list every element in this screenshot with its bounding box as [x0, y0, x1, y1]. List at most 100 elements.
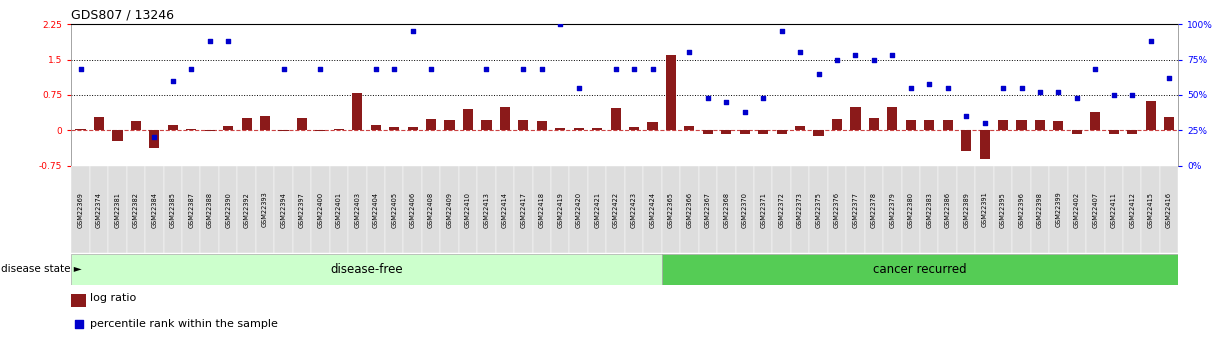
Bar: [772, 167, 791, 253]
Bar: [647, 122, 658, 130]
Bar: [868, 118, 879, 130]
Bar: [1086, 167, 1105, 253]
Text: GSM22373: GSM22373: [797, 192, 803, 227]
Point: [1031, 89, 1050, 95]
Bar: [865, 167, 883, 253]
Text: GSM22393: GSM22393: [262, 192, 268, 227]
Bar: [643, 167, 662, 253]
Bar: [407, 127, 418, 130]
Bar: [370, 125, 381, 130]
Point: [108, 0, 128, 6]
Text: GSM22421: GSM22421: [594, 191, 600, 228]
Bar: [440, 167, 459, 253]
Bar: [385, 167, 403, 253]
Bar: [850, 107, 861, 130]
Point: [127, 10, 146, 16]
Point: [71, 67, 91, 72]
Bar: [610, 108, 621, 130]
Text: GSM22384: GSM22384: [151, 191, 157, 228]
Bar: [924, 120, 935, 130]
Bar: [957, 167, 975, 253]
Bar: [1031, 167, 1049, 253]
Bar: [680, 167, 699, 253]
Bar: [145, 167, 164, 253]
Bar: [975, 167, 994, 253]
Bar: [551, 167, 569, 253]
Bar: [182, 167, 200, 253]
Bar: [496, 167, 514, 253]
Text: GSM22380: GSM22380: [908, 191, 914, 228]
Text: percentile rank within the sample: percentile rank within the sample: [90, 319, 278, 329]
Bar: [274, 167, 293, 253]
Text: GSM22376: GSM22376: [834, 191, 840, 228]
Point: [754, 95, 774, 100]
Text: GSM22386: GSM22386: [945, 191, 951, 228]
Text: GSM22413: GSM22413: [483, 192, 490, 227]
Bar: [367, 167, 385, 253]
Text: GSM22406: GSM22406: [410, 191, 416, 228]
Point: [421, 67, 442, 72]
Bar: [499, 107, 510, 130]
Text: GSM22407: GSM22407: [1092, 191, 1098, 228]
Bar: [1164, 117, 1175, 130]
Bar: [776, 130, 787, 134]
Bar: [791, 167, 809, 253]
Text: GSM22424: GSM22424: [649, 191, 656, 228]
Bar: [237, 167, 256, 253]
Bar: [739, 130, 750, 134]
Bar: [569, 167, 588, 253]
Bar: [108, 167, 127, 253]
Bar: [330, 167, 348, 253]
Bar: [1034, 120, 1046, 130]
Text: cancer recurred: cancer recurred: [873, 263, 967, 276]
Text: GSM22390: GSM22390: [225, 192, 231, 227]
Bar: [942, 120, 953, 130]
Text: GSM22388: GSM22388: [207, 191, 213, 228]
Bar: [998, 120, 1009, 130]
Bar: [920, 167, 938, 253]
Point: [900, 85, 920, 90]
Text: GSM22375: GSM22375: [815, 191, 822, 228]
Point: [1105, 92, 1124, 98]
Bar: [293, 167, 311, 253]
Text: GSM22397: GSM22397: [299, 192, 305, 227]
Text: GSM22403: GSM22403: [354, 191, 360, 228]
Bar: [1068, 167, 1086, 253]
Bar: [75, 129, 86, 130]
Point: [790, 50, 809, 55]
Bar: [204, 130, 215, 131]
Bar: [573, 128, 584, 130]
Bar: [164, 167, 182, 253]
Text: GSM22391: GSM22391: [982, 192, 988, 227]
Point: [883, 52, 903, 58]
Bar: [1145, 101, 1156, 130]
Bar: [260, 116, 271, 130]
Text: GSM22400: GSM22400: [317, 191, 323, 228]
Bar: [588, 167, 606, 253]
Point: [809, 71, 829, 76]
Text: GSM22365: GSM22365: [668, 191, 674, 228]
Point: [477, 67, 497, 72]
Bar: [311, 167, 330, 253]
Text: GSM22387: GSM22387: [188, 191, 194, 228]
Text: GSM22369: GSM22369: [77, 192, 84, 227]
Text: GSM22415: GSM22415: [1148, 191, 1154, 228]
Text: GSM22396: GSM22396: [1018, 192, 1025, 227]
Text: GSM22401: GSM22401: [336, 191, 342, 228]
Bar: [555, 128, 566, 130]
Bar: [403, 167, 422, 253]
Text: GSM22374: GSM22374: [96, 191, 102, 228]
Bar: [167, 125, 178, 130]
Text: GSM22417: GSM22417: [520, 191, 526, 228]
Point: [699, 95, 718, 100]
Bar: [514, 167, 533, 253]
Bar: [994, 167, 1012, 253]
Bar: [662, 254, 1178, 285]
Point: [1160, 75, 1180, 81]
Point: [219, 38, 239, 44]
Text: GSM22414: GSM22414: [502, 191, 508, 228]
Bar: [629, 127, 640, 130]
Text: GSM22368: GSM22368: [723, 191, 729, 228]
Bar: [754, 167, 772, 253]
Point: [569, 85, 589, 90]
